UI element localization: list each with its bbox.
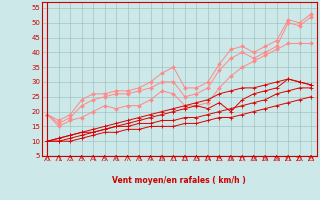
- X-axis label: Vent moyen/en rafales ( km/h ): Vent moyen/en rafales ( km/h ): [112, 176, 246, 185]
